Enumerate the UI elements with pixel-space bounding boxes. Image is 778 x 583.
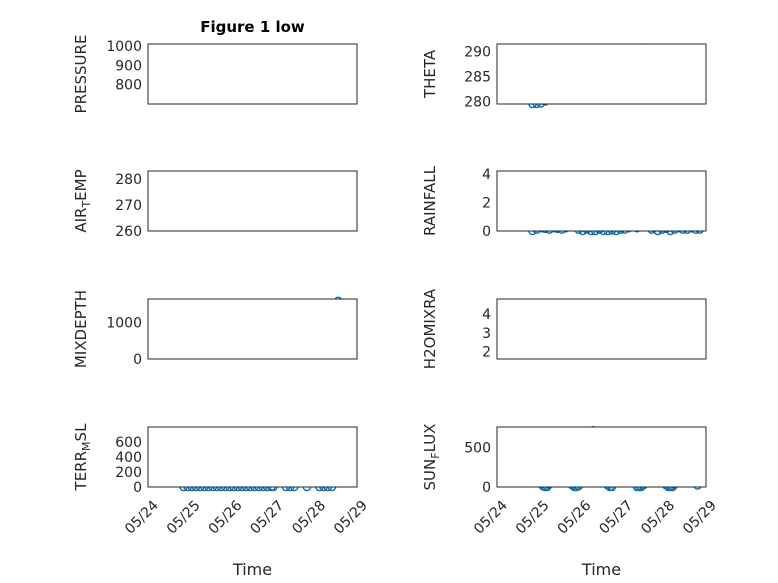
y-tick-label: 4 bbox=[482, 167, 491, 183]
y-tick-label: 400 bbox=[115, 450, 142, 466]
subplot-h2omixra: 2 3 4 H2OMIXRA bbox=[421, 288, 707, 369]
y-axis-label: RAINFALL bbox=[421, 165, 439, 236]
y-tick-label: 4 bbox=[482, 307, 491, 323]
axes-frame bbox=[496, 298, 707, 360]
axes-layer: 800 900 1000 PRESSURE Figure 1 low 280 285 290 T… bbox=[72, 18, 720, 579]
y-tick-label: 270 bbox=[115, 198, 142, 214]
x-axis-label: Time bbox=[581, 560, 621, 579]
y-tick-label: 600 bbox=[115, 435, 142, 451]
x-axis-label: Time bbox=[232, 560, 272, 579]
subplot-theta: 280 285 290 THETA bbox=[421, 43, 707, 111]
y-tick-label: 200 bbox=[115, 465, 142, 481]
y-tick-label: 285 bbox=[464, 70, 491, 86]
y-tick-label: 0 bbox=[482, 480, 491, 496]
axes-frame bbox=[496, 426, 707, 488]
chart-title: Figure 1 low bbox=[200, 18, 305, 36]
axes-frame bbox=[147, 170, 358, 232]
y-axis-label: PRESSURE bbox=[72, 35, 90, 114]
axes-frame bbox=[496, 170, 707, 232]
y-axis-label: MIXDEPTH bbox=[72, 290, 90, 368]
y-tick-label: 800 bbox=[115, 78, 142, 94]
y-tick-label: 290 bbox=[464, 45, 491, 61]
y-axis-label: AIRTEMP bbox=[72, 169, 93, 232]
axes-frame bbox=[147, 298, 358, 360]
y-axis-label: SUNFLUX bbox=[421, 424, 442, 491]
y-tick-label: 1000 bbox=[106, 39, 142, 55]
y-tick-label: 1000 bbox=[106, 316, 142, 332]
y-tick-label: 900 bbox=[115, 58, 142, 74]
y-axis-label: H2OMIXRA bbox=[421, 288, 439, 369]
subplot-mixdepth: 0 1000 MIXDEPTH bbox=[72, 290, 358, 368]
y-tick-label: 0 bbox=[482, 224, 491, 240]
subplot-pressure: 800 900 1000 PRESSURE Figure 1 low bbox=[72, 18, 358, 114]
axes-frame bbox=[496, 43, 707, 105]
y-axis-label: TERRMSL bbox=[72, 423, 93, 492]
y-tick-label: 0 bbox=[133, 480, 142, 496]
axes-frame bbox=[147, 426, 358, 488]
y-tick-label: 2 bbox=[482, 345, 491, 361]
y-tick-label: 3 bbox=[482, 326, 491, 342]
y-tick-label: 280 bbox=[464, 95, 491, 111]
axes-frame bbox=[147, 43, 358, 105]
y-tick-label: 260 bbox=[115, 224, 142, 240]
y-tick-label: 2 bbox=[482, 195, 491, 211]
y-tick-label: 280 bbox=[115, 172, 142, 188]
subplot-air-temp: 260 270 280 AIRTEMP bbox=[72, 169, 358, 240]
y-tick-label: 500 bbox=[464, 441, 491, 457]
y-axis-label: THETA bbox=[421, 49, 439, 99]
subplot-rainfall: 0 2 4 RAINFALL bbox=[421, 165, 707, 240]
y-tick-label: 0 bbox=[133, 352, 142, 368]
